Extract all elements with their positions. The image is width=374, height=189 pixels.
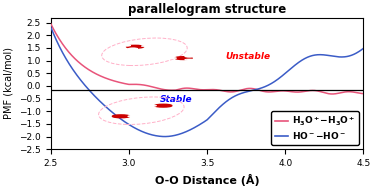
Circle shape xyxy=(141,45,151,47)
Title: parallelogram structure: parallelogram structure xyxy=(128,3,286,16)
Circle shape xyxy=(147,105,156,106)
Y-axis label: PMF (kcal/mol): PMF (kcal/mol) xyxy=(3,47,13,119)
Circle shape xyxy=(128,115,138,117)
Text: Unstable: Unstable xyxy=(226,52,271,61)
Circle shape xyxy=(175,57,192,60)
Circle shape xyxy=(185,56,194,57)
Circle shape xyxy=(185,59,194,60)
Circle shape xyxy=(128,48,138,49)
Circle shape xyxy=(122,45,131,46)
Circle shape xyxy=(154,104,172,107)
Circle shape xyxy=(167,57,177,59)
X-axis label: O-O Distance (Å): O-O Distance (Å) xyxy=(155,174,259,186)
Legend: $\mathbf{H_3O^+}$$\mathbf{-H_3O^+}$, $\mathbf{HO^-}$$\mathbf{-HO^-}$: $\mathbf{H_3O^+}$$\mathbf{-H_3O^+}$, $\m… xyxy=(271,111,359,145)
Circle shape xyxy=(126,45,144,48)
Text: Stable: Stable xyxy=(160,95,193,104)
Circle shape xyxy=(113,115,130,118)
